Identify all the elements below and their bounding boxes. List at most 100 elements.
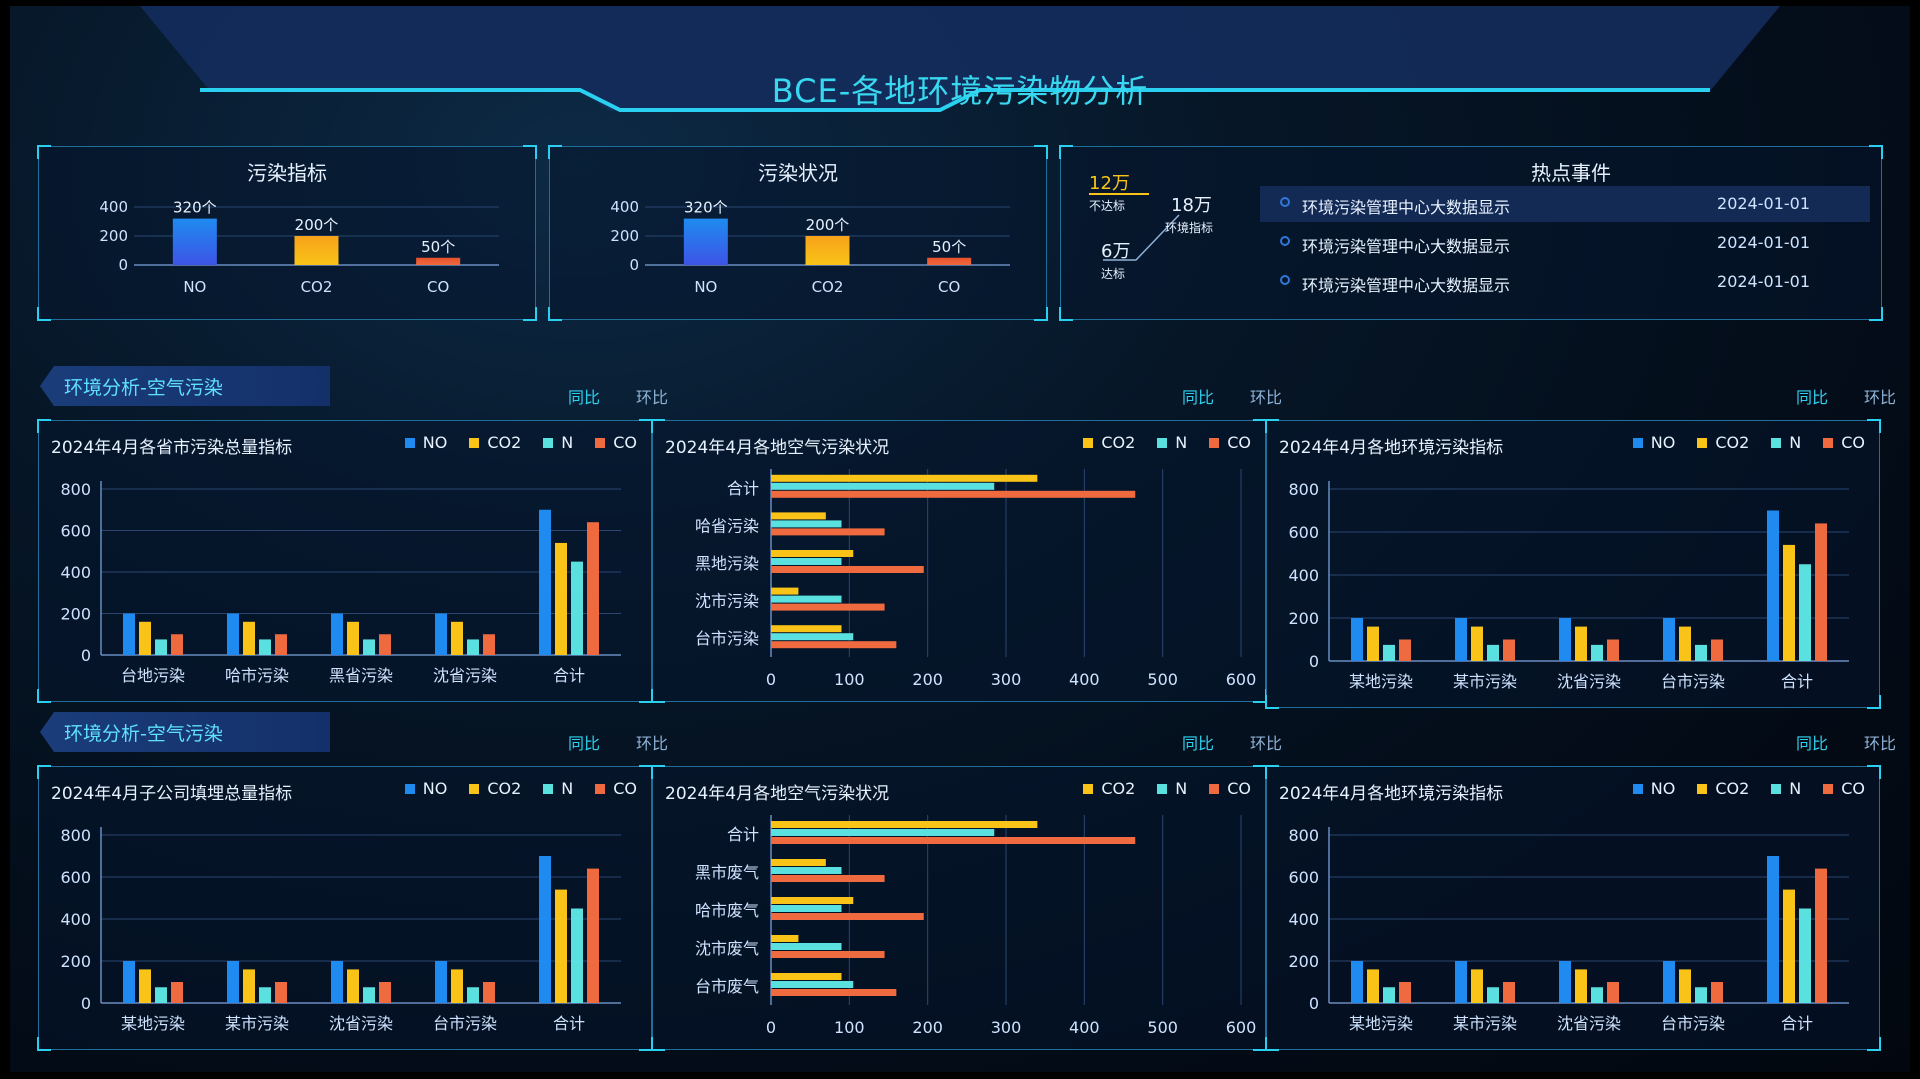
tab-mom[interactable]: 环比	[1250, 388, 1283, 407]
x-tick-label: 300	[991, 670, 1022, 689]
legend-item-NO[interactable]: NO	[404, 433, 447, 452]
legend-item-CO[interactable]: CO	[1209, 779, 1251, 798]
x-tick-label: 某地污染	[1349, 672, 1413, 691]
bar-N	[467, 987, 479, 1003]
legend-item-CO2[interactable]: CO2	[1083, 433, 1135, 452]
legend-item-NO[interactable]: NO	[1632, 433, 1675, 452]
bar-CO2	[243, 969, 255, 1003]
index-value: 18万	[1171, 195, 1212, 216]
tab-mom[interactable]: 环比	[636, 388, 669, 407]
pollution-index-title: 污染指标	[247, 161, 327, 185]
y-tick-label: 600	[60, 522, 91, 541]
bar-N	[1383, 644, 1395, 661]
x-tick-label: 哈市污染	[225, 666, 289, 685]
legend-label: CO	[1841, 433, 1865, 452]
legend-label: N	[1789, 433, 1802, 452]
hot-event-row[interactable]: 环境污染管理中心大数据显示 2024-01-01	[1260, 264, 1870, 300]
chart-plot: 800 600 400 200 0 某地污染 某市污染 沈省污染 台市污染 合计	[60, 826, 621, 1033]
legend-item-N[interactable]: N	[1771, 433, 1801, 452]
bar-N	[363, 639, 375, 655]
section-label: 环境分析-空气污染	[64, 377, 223, 399]
bar-N	[1591, 644, 1603, 661]
bar-N	[1383, 987, 1395, 1003]
legend-item-N[interactable]: N	[1157, 779, 1187, 798]
bar-CO	[1503, 982, 1515, 1003]
bar-N	[363, 987, 375, 1003]
event-bullet-icon	[1280, 275, 1290, 285]
legend-item-N[interactable]: N	[1771, 779, 1801, 798]
bar-CO2	[139, 621, 151, 655]
bar-CO2	[771, 935, 799, 942]
bar-NO	[1663, 961, 1675, 1003]
legend-item-N[interactable]: N	[1157, 433, 1187, 452]
y-tick-label: 600	[1288, 868, 1319, 887]
legend-item-CO2[interactable]: CO2	[469, 779, 521, 798]
legend-item-CO[interactable]: CO	[1823, 433, 1865, 452]
legend-item-CO[interactable]: CO	[595, 779, 637, 798]
bar-NO	[331, 613, 343, 655]
bar-NO	[123, 613, 135, 655]
bar-NO	[1351, 961, 1363, 1003]
legend-swatch	[1697, 437, 1708, 448]
legend-item-CO[interactable]: CO	[1209, 433, 1251, 452]
bar-CO2	[1783, 889, 1795, 1003]
legend-swatch	[1823, 437, 1834, 448]
chart-panel-landfill-total: 2024年4月子公司填埋总量指标 NO CO2 N CO 800 600 400 200 0 某地污…	[37, 765, 653, 1051]
event-date: 2024-01-01	[1717, 272, 1810, 291]
tab-yoy[interactable]: 同比	[568, 734, 601, 753]
legend-label: N	[1175, 433, 1188, 452]
bar-CO2	[805, 236, 850, 265]
tab-mom[interactable]: 环比	[636, 734, 669, 753]
legend-label: CO2	[1101, 433, 1136, 452]
legend-swatch	[469, 437, 480, 448]
tab-group: 同比 环比	[568, 730, 668, 754]
bar-NO	[1559, 961, 1571, 1003]
tab-mom[interactable]: 环比	[1250, 734, 1283, 753]
chart-legend: NO CO2 N CO	[1632, 433, 1865, 452]
legend-label: CO2	[1715, 433, 1750, 452]
y-tick-label: 600	[60, 868, 91, 887]
legend-item-CO[interactable]: CO	[1823, 779, 1865, 798]
tab-yoy[interactable]: 同比	[1796, 734, 1829, 753]
tab-mom[interactable]: 环比	[1864, 734, 1897, 753]
y-tick-label: 黑市废气	[695, 863, 759, 882]
y-tick-label: 0	[81, 646, 91, 665]
legend-item-N[interactable]: N	[543, 433, 573, 452]
x-tick-label: 台市污染	[1661, 672, 1725, 691]
hot-event-row[interactable]: 环境污染管理中心大数据显示 2024-01-01	[1260, 186, 1870, 222]
hot-event-row[interactable]: 环境污染管理中心大数据显示 2024-01-01	[1260, 225, 1870, 261]
bar-CO	[483, 634, 495, 655]
legend-item-CO2[interactable]: CO2	[469, 433, 521, 452]
tab-group: 同比 环比	[1182, 730, 1282, 754]
y-tick-label: 400	[610, 198, 639, 216]
bar-CO	[771, 951, 885, 958]
not-met-label: 不达标	[1089, 199, 1126, 213]
legend-item-N[interactable]: N	[543, 779, 573, 798]
bar-CO2	[347, 969, 359, 1003]
event-bullet-icon	[1280, 236, 1290, 246]
bar-CO	[483, 982, 495, 1003]
x-tick-label: 合计	[553, 666, 585, 685]
event-bullet-icon	[1280, 197, 1290, 207]
bar-N	[771, 867, 842, 874]
legend-item-CO[interactable]: CO	[595, 433, 637, 452]
x-tick-label: 某地污染	[1349, 1014, 1413, 1033]
tab-mom[interactable]: 环比	[1864, 388, 1897, 407]
tab-yoy[interactable]: 同比	[1796, 388, 1829, 407]
legend-item-NO[interactable]: NO	[1632, 779, 1675, 798]
legend-item-CO2[interactable]: CO2	[1083, 779, 1135, 798]
legend-label: CO2	[1101, 779, 1136, 798]
tab-group: 同比 环比	[1796, 730, 1896, 754]
tab-yoy[interactable]: 同比	[1182, 388, 1215, 407]
tab-yoy[interactable]: 同比	[568, 388, 601, 407]
legend-label: N	[561, 433, 574, 452]
header-frame	[140, 6, 1780, 112]
legend-item-CO2[interactable]: CO2	[1697, 779, 1749, 798]
bar-NO	[1559, 618, 1571, 661]
y-tick-label: 合计	[727, 479, 759, 498]
legend-item-CO2[interactable]: CO2	[1697, 433, 1749, 452]
tab-yoy[interactable]: 同比	[1182, 734, 1215, 753]
y-tick-label: 沈市废气	[695, 939, 759, 958]
legend-item-NO[interactable]: NO	[404, 779, 447, 798]
legend-swatch	[1157, 437, 1168, 448]
